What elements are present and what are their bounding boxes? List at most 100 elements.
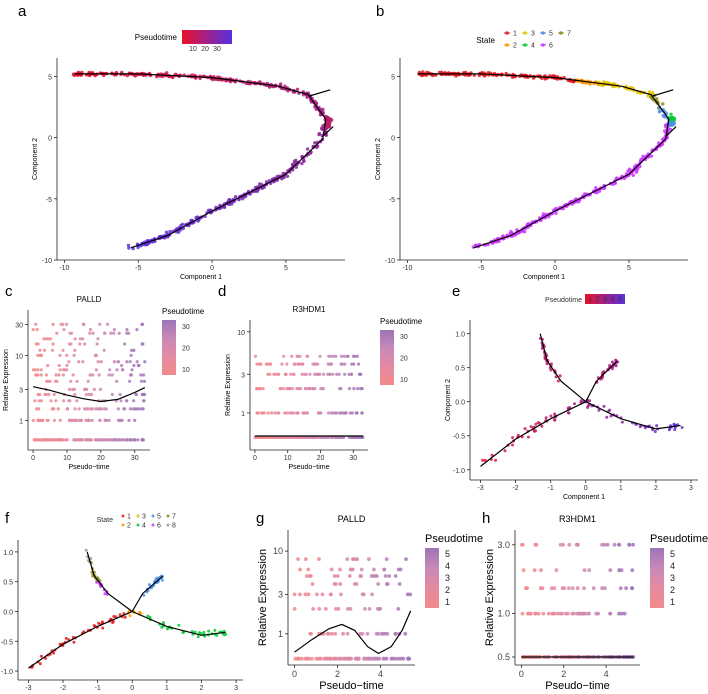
legend-entry: 5 (157, 513, 161, 520)
data-point (61, 348, 65, 352)
data-point (334, 354, 338, 358)
data-point (354, 582, 359, 586)
y-tick-label: 0.5 (3, 580, 13, 587)
data-point (116, 360, 120, 364)
data-point (554, 568, 559, 573)
data-point (575, 542, 580, 547)
data-point (560, 611, 565, 616)
data-point (508, 231, 512, 235)
legend-tick: 20 (400, 356, 408, 363)
data-point (618, 586, 623, 591)
data-point (566, 586, 571, 591)
data-point (582, 586, 586, 591)
data-point (52, 392, 56, 397)
data-point (113, 438, 117, 442)
data-point (579, 611, 583, 616)
data-point (319, 411, 323, 415)
legend-colorbar (585, 294, 625, 304)
data-point (338, 582, 343, 586)
data-point (104, 407, 108, 411)
data-point (522, 230, 527, 234)
legend-tick: 1 (588, 297, 592, 304)
data-point (559, 31, 563, 35)
data-point (355, 557, 359, 561)
data-point (134, 392, 138, 397)
data-point (207, 629, 211, 633)
legend-entry: 7 (172, 513, 176, 520)
data-point (296, 557, 300, 561)
y-tick-label: 3 (241, 372, 245, 379)
data-point (602, 542, 607, 547)
data-point (636, 166, 640, 171)
panel-label: h (482, 510, 490, 527)
data-point (663, 129, 667, 133)
y-tick-label: -0.5 (453, 434, 465, 441)
y-axis-label: Component 2 (375, 138, 382, 180)
data-point (123, 615, 127, 619)
data-point (319, 387, 323, 391)
data-point (109, 331, 113, 335)
data-point (125, 438, 129, 442)
legend-tick: 10 (400, 377, 408, 384)
legend-tick: 3 (445, 573, 450, 583)
data-point (335, 656, 340, 661)
data-point (133, 438, 137, 442)
data-point (396, 607, 401, 611)
data-point (280, 177, 284, 181)
data-point (622, 611, 627, 616)
data-point (166, 523, 170, 527)
data-point (136, 514, 140, 518)
data-point (536, 611, 541, 616)
data-point (292, 362, 296, 366)
trajectory-branch (652, 89, 674, 97)
data-point (119, 399, 123, 403)
data-point (39, 368, 43, 372)
x-tick-label: 5 (627, 265, 631, 272)
data-point (582, 192, 587, 196)
data-point (306, 567, 311, 572)
data-point (168, 229, 172, 234)
data-point (303, 656, 308, 661)
legend-tick: 20 (182, 346, 190, 353)
data-point (133, 418, 137, 422)
data-point (337, 372, 341, 376)
x-tick-label: 30 (131, 455, 139, 462)
data-point (69, 331, 74, 335)
data-point (362, 656, 366, 661)
data-point (608, 568, 613, 573)
data-point (53, 379, 58, 383)
x-tick-label: 0 (519, 669, 524, 679)
data-point (594, 611, 599, 616)
data-point (552, 586, 557, 591)
data-point (285, 387, 289, 391)
data-point (92, 387, 96, 391)
x-tick-label: -1 (548, 485, 554, 492)
data-point (384, 656, 389, 661)
data-point (314, 101, 319, 106)
data-point (48, 337, 53, 341)
data-point (121, 523, 125, 527)
data-point (326, 372, 330, 376)
data-point (35, 407, 39, 411)
data-point (45, 418, 49, 422)
data-point (151, 514, 155, 518)
data-point (285, 362, 289, 366)
trajectory-branch (86, 551, 133, 612)
x-axis-label: Pseudo−time (319, 680, 384, 692)
data-point (372, 567, 376, 572)
data-point (329, 411, 333, 415)
data-point (349, 372, 354, 376)
data-point (99, 407, 103, 411)
data-point (587, 568, 592, 573)
data-point (67, 418, 71, 422)
data-point (148, 615, 152, 619)
data-point (670, 115, 674, 120)
data-point (129, 348, 133, 352)
data-point (177, 623, 181, 627)
data-point (532, 568, 537, 573)
data-point (224, 632, 228, 636)
data-point (121, 368, 125, 372)
data-point (668, 127, 673, 132)
data-point (350, 567, 355, 572)
data-point (521, 568, 526, 573)
